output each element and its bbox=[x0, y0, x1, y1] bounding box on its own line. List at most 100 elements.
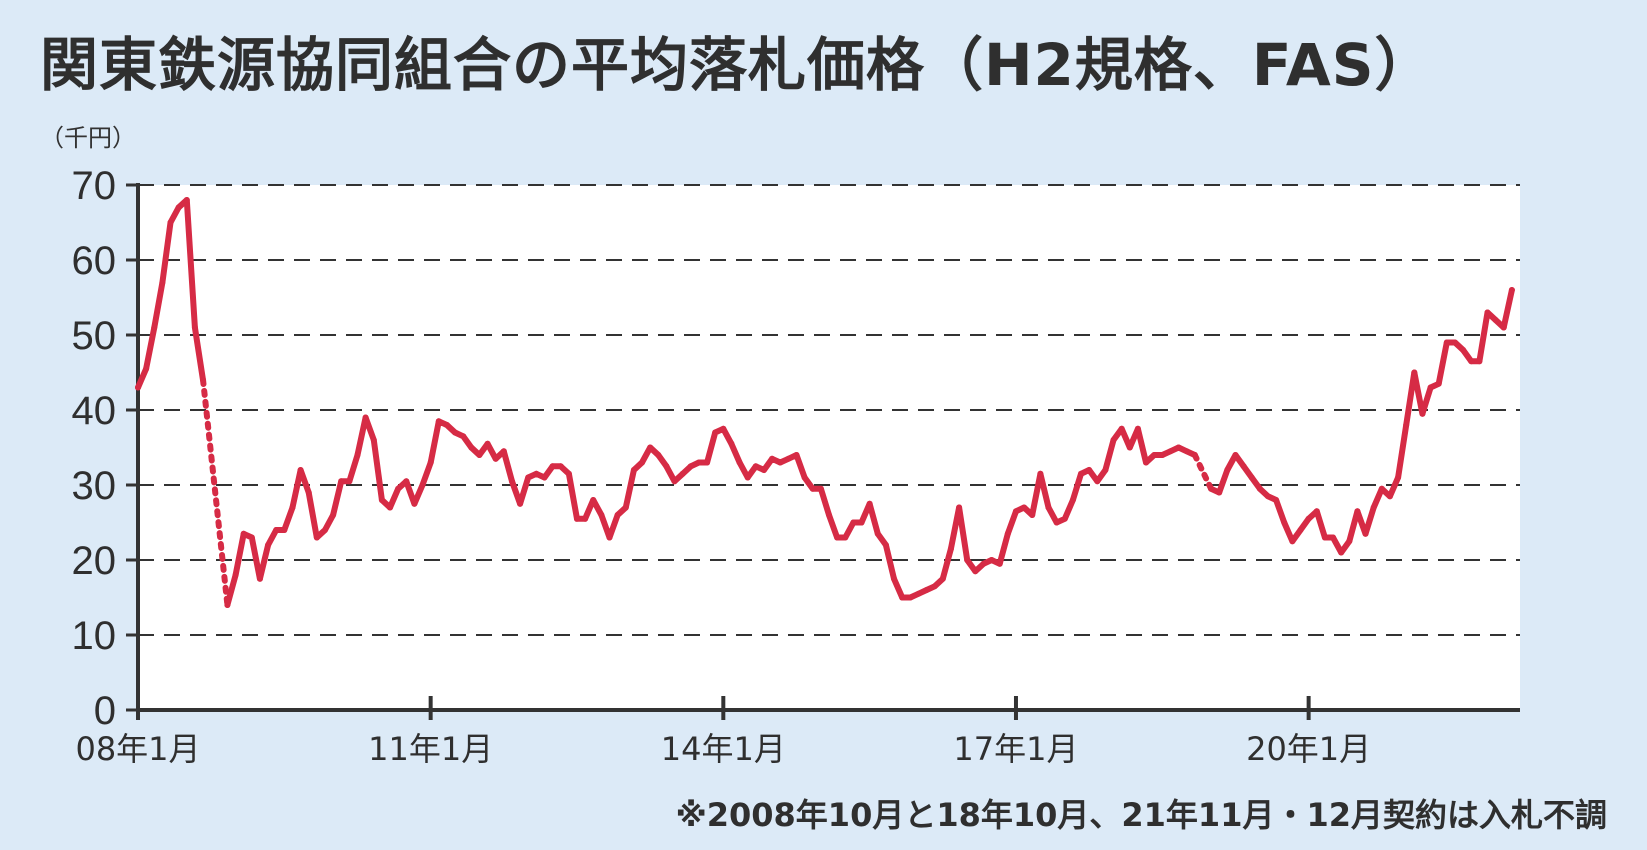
data-point-57 bbox=[598, 512, 605, 518]
data-point-60 bbox=[622, 504, 629, 511]
data-point-116 bbox=[1078, 470, 1085, 477]
data-point-70 bbox=[704, 459, 711, 466]
data-point-92 bbox=[882, 542, 889, 548]
data-point-49 bbox=[533, 470, 540, 477]
data-point-166 bbox=[1484, 309, 1491, 316]
gap-connector-0 bbox=[200, 377, 231, 608]
y-tick-label-0: 0 bbox=[94, 689, 116, 733]
data-point-22 bbox=[313, 534, 320, 541]
data-point-143 bbox=[1297, 527, 1304, 533]
data-point-83 bbox=[809, 485, 816, 492]
data-point-106 bbox=[996, 560, 1003, 567]
data-point-55 bbox=[582, 515, 589, 522]
data-point-35 bbox=[419, 482, 426, 488]
data-point-132 bbox=[1208, 485, 1215, 492]
data-point-68 bbox=[687, 463, 694, 470]
data-point-63 bbox=[647, 444, 654, 451]
data-point-148 bbox=[1338, 549, 1345, 556]
data-point-81 bbox=[793, 452, 800, 458]
data-point-28 bbox=[362, 414, 369, 421]
data-point-159 bbox=[1427, 384, 1434, 391]
data-point-69 bbox=[695, 459, 702, 466]
data-point-153 bbox=[1378, 485, 1385, 492]
data-point-74 bbox=[736, 459, 743, 466]
y-tick-label-60: 60 bbox=[72, 239, 117, 283]
data-point-122 bbox=[1126, 444, 1133, 451]
data-point-138 bbox=[1256, 485, 1263, 492]
data-point-90 bbox=[866, 500, 873, 507]
y-tick-label-50: 50 bbox=[72, 314, 117, 358]
data-point-99 bbox=[939, 575, 946, 582]
data-point-167 bbox=[1492, 317, 1499, 323]
data-point-0 bbox=[135, 384, 141, 391]
data-point-95 bbox=[907, 594, 914, 601]
data-point-73 bbox=[728, 440, 735, 447]
data-point-7 bbox=[191, 324, 198, 331]
data-point-42 bbox=[476, 452, 483, 458]
data-point-123 bbox=[1134, 425, 1141, 432]
y-tick-label-30: 30 bbox=[72, 464, 117, 508]
data-point-43 bbox=[484, 440, 491, 447]
chart-title: 関東鉄源協同組合の平均落札価格（H2規格、FAS） bbox=[40, 31, 1434, 99]
data-point-21 bbox=[305, 489, 312, 496]
data-point-100 bbox=[947, 545, 954, 552]
data-point-113 bbox=[1053, 519, 1060, 526]
data-point-67 bbox=[679, 470, 686, 477]
data-point-15 bbox=[256, 575, 263, 582]
data-point-125 bbox=[1151, 452, 1158, 458]
y-axis-unit-label: （千円） bbox=[40, 124, 136, 152]
data-point-114 bbox=[1061, 515, 1068, 522]
data-point-37 bbox=[435, 418, 442, 425]
data-point-64 bbox=[655, 452, 662, 458]
data-point-165 bbox=[1476, 358, 1483, 365]
data-point-11 bbox=[224, 602, 231, 608]
data-point-111 bbox=[1037, 470, 1044, 477]
data-point-40 bbox=[460, 433, 467, 440]
data-point-103 bbox=[972, 568, 979, 575]
data-point-52 bbox=[557, 463, 564, 470]
data-point-102 bbox=[964, 557, 971, 563]
data-point-161 bbox=[1443, 339, 1450, 346]
data-point-101 bbox=[956, 504, 963, 511]
data-point-127 bbox=[1167, 448, 1174, 455]
data-point-137 bbox=[1248, 474, 1255, 481]
data-point-36 bbox=[427, 459, 434, 466]
data-point-82 bbox=[801, 474, 808, 481]
data-point-62 bbox=[639, 459, 646, 466]
data-point-2 bbox=[151, 324, 158, 331]
data-point-41 bbox=[468, 444, 475, 451]
data-point-27 bbox=[354, 452, 361, 458]
data-point-20 bbox=[297, 467, 304, 473]
data-point-45 bbox=[500, 448, 507, 455]
data-point-88 bbox=[850, 519, 857, 526]
data-point-1 bbox=[143, 365, 150, 372]
data-point-86 bbox=[834, 534, 841, 541]
data-point-158 bbox=[1419, 410, 1426, 417]
data-point-97 bbox=[923, 587, 930, 593]
data-point-26 bbox=[346, 478, 353, 485]
data-point-98 bbox=[931, 583, 938, 590]
data-point-94 bbox=[899, 594, 906, 601]
y-tick-label-40: 40 bbox=[72, 389, 117, 433]
data-point-34 bbox=[411, 500, 418, 507]
data-point-8 bbox=[200, 377, 207, 383]
data-point-54 bbox=[573, 515, 580, 522]
data-point-154 bbox=[1386, 493, 1393, 500]
data-point-53 bbox=[565, 470, 572, 477]
data-point-120 bbox=[1110, 437, 1117, 443]
gap-connector-1 bbox=[1191, 452, 1215, 492]
data-point-19 bbox=[289, 504, 296, 511]
data-point-66 bbox=[671, 478, 678, 485]
y-tick-label-10: 10 bbox=[72, 614, 117, 658]
data-point-133 bbox=[1216, 489, 1223, 496]
data-point-30 bbox=[378, 497, 385, 503]
data-point-126 bbox=[1159, 452, 1166, 458]
data-point-152 bbox=[1370, 504, 1377, 511]
data-point-93 bbox=[891, 575, 898, 582]
data-point-71 bbox=[712, 429, 719, 436]
data-point-39 bbox=[452, 429, 459, 436]
data-point-115 bbox=[1069, 497, 1076, 503]
data-point-121 bbox=[1118, 425, 1125, 432]
data-point-16 bbox=[265, 542, 272, 548]
